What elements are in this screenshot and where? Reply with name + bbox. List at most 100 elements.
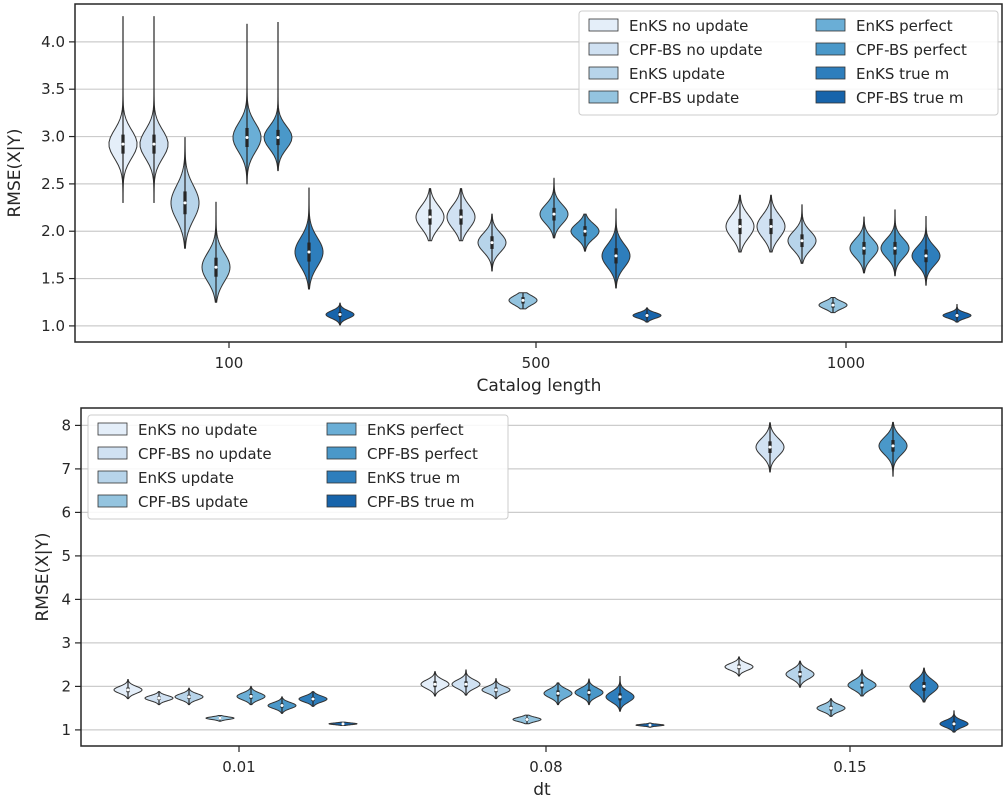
legend-label: CPF-BS update	[138, 493, 248, 511]
legend-swatch	[815, 66, 846, 80]
legend-swatch	[97, 446, 128, 460]
violin-median	[494, 688, 498, 692]
legend-swatch	[588, 42, 619, 56]
violin	[725, 194, 755, 253]
legend-swatch	[326, 470, 357, 484]
violin-median	[338, 313, 342, 317]
x-tick-label: 0.01	[222, 758, 255, 776]
legend-box	[578, 10, 999, 116]
legend-swatch	[326, 494, 357, 508]
legend-swatch	[97, 470, 128, 484]
plot-frame	[80, 407, 1003, 747]
violin	[267, 696, 297, 714]
violin	[724, 656, 754, 677]
violin-median	[800, 239, 804, 243]
violin-median	[280, 704, 284, 708]
violin	[205, 715, 235, 722]
violin-median	[829, 706, 833, 710]
violin-median	[922, 684, 926, 688]
violin-chart-dt: 1 2 3 4 5 6 7 8 0.01 0.08 0.15 dt RMSE(X|Y) EnKS no u…	[33, 407, 1003, 799]
violin-median	[737, 665, 741, 669]
violin-median	[311, 697, 315, 701]
violin	[635, 722, 665, 728]
violin	[785, 660, 815, 688]
violin-median	[126, 688, 130, 692]
legend-swatch	[326, 446, 357, 460]
violin-median	[521, 298, 525, 302]
y-tick-label: 6	[61, 503, 71, 521]
violin	[787, 204, 817, 264]
violin-median	[614, 254, 618, 258]
violin	[144, 691, 174, 706]
legend-swatch	[588, 90, 619, 104]
violin	[601, 208, 631, 289]
legend-item: EnKS perfect	[815, 17, 953, 35]
violin-median	[183, 201, 187, 205]
legend-label: CPF-BS true m	[856, 89, 964, 107]
violin-median	[341, 722, 345, 726]
legend-item: EnKS no update	[588, 17, 748, 35]
violin-median	[152, 142, 156, 146]
violin-median	[583, 229, 587, 233]
legend-item: EnKS update	[588, 65, 725, 83]
violin-median	[433, 682, 437, 686]
violin	[816, 698, 846, 717]
legend-label: CPF-BS perfect	[367, 445, 478, 463]
violin-median	[157, 696, 161, 700]
legend-item: CPF-BS true m	[815, 89, 964, 107]
x-axis-label: Catalog length	[477, 376, 602, 396]
violin-median	[769, 224, 773, 228]
violin	[170, 137, 200, 249]
legend-item: CPF-BS update	[97, 493, 248, 511]
violin	[605, 675, 635, 712]
violin-median	[121, 142, 125, 146]
legend-label: CPF-BS true m	[367, 493, 475, 511]
legend-item: EnKS no update	[97, 421, 257, 439]
legend-swatch	[326, 422, 357, 436]
violin	[232, 23, 262, 185]
violin-median	[831, 303, 835, 307]
violin-median	[556, 691, 560, 695]
legend-swatch	[588, 18, 619, 32]
violin	[446, 188, 476, 242]
y-tick-label: 5	[61, 547, 71, 565]
legend: EnKS no update CPF-BS no update EnKS updat…	[578, 10, 999, 116]
violin-median	[307, 250, 311, 254]
plot-frame	[74, 3, 1003, 343]
legend: EnKS no update CPF-BS no update EnKS updat…	[87, 414, 509, 520]
legend-item: CPF-BS true m	[326, 493, 475, 511]
legend-label: EnKS no update	[629, 17, 748, 35]
violin-median	[955, 313, 959, 317]
violin-median	[738, 224, 742, 228]
legend-label: EnKS perfect	[856, 17, 953, 35]
violin	[574, 678, 604, 706]
violin-median	[587, 690, 591, 694]
legend-item: EnKS perfect	[326, 421, 464, 439]
violin-chart-catalog-length: 1.0 1.5 2.0 2.5 3.0 3.5 4.0 100 500 1000 Catalog l…	[5, 3, 1003, 396]
legend-item: CPF-BS no update	[97, 445, 272, 463]
violin	[849, 216, 879, 274]
legend-item: EnKS true m	[815, 65, 949, 83]
y-tick-label: 2.0	[41, 222, 65, 240]
violin	[294, 187, 324, 290]
violin	[847, 669, 877, 697]
violin	[201, 201, 231, 303]
violin-median	[459, 215, 463, 219]
violin-median	[860, 683, 864, 687]
legend-item: CPF-BS no update	[588, 41, 763, 59]
y-tick-label: 4.0	[41, 33, 65, 51]
violin-median	[862, 246, 866, 250]
y-tick-label: 8	[61, 416, 71, 434]
violin-median	[276, 135, 280, 139]
legend-item: CPF-BS perfect	[815, 41, 967, 59]
y-axis-label: RMSE(X|Y)	[33, 532, 53, 621]
violin	[139, 16, 169, 203]
violin	[451, 669, 481, 696]
violin	[755, 422, 785, 473]
violin	[942, 304, 972, 323]
violin-median	[924, 254, 928, 258]
violin-median	[214, 265, 218, 269]
violin	[420, 671, 450, 697]
y-tick-label: 1	[61, 721, 71, 739]
